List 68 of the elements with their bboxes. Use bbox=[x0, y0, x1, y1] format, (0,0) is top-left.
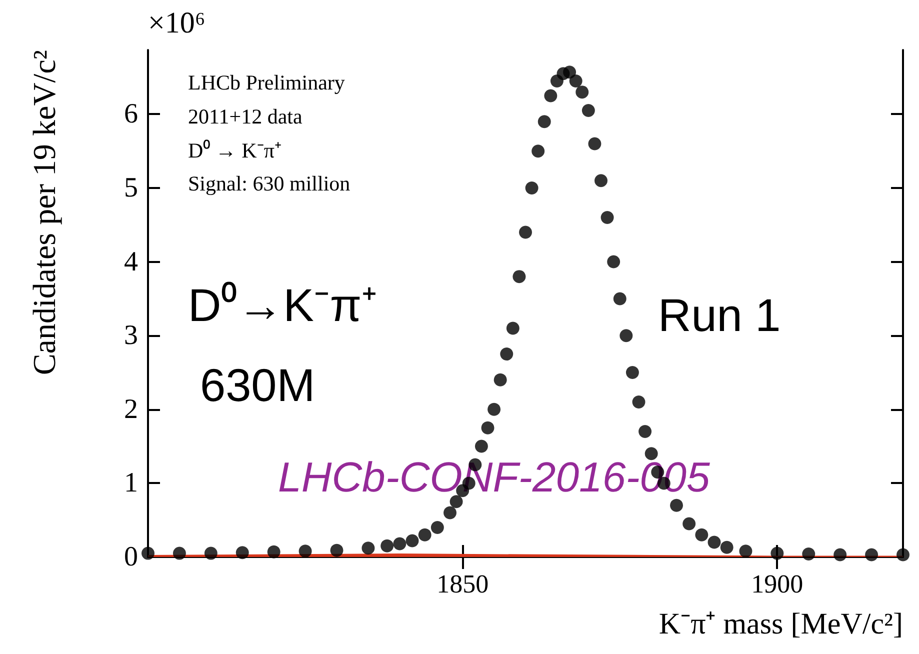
point bbox=[172, 546, 186, 560]
point bbox=[588, 137, 602, 150]
y-tick-label: 4 bbox=[124, 246, 138, 278]
point bbox=[474, 440, 488, 453]
x-tick-label: 1850 bbox=[436, 570, 489, 598]
point bbox=[538, 115, 551, 128]
point bbox=[865, 548, 878, 562]
point bbox=[620, 329, 633, 342]
point bbox=[525, 182, 538, 194]
point bbox=[362, 542, 375, 555]
y-tick-label: 0 bbox=[124, 542, 138, 572]
point bbox=[500, 348, 514, 361]
point bbox=[519, 226, 532, 239]
y-tick-label: 6 bbox=[124, 98, 138, 130]
y-tick-label: 5 bbox=[124, 172, 138, 204]
point bbox=[393, 537, 406, 550]
point bbox=[600, 211, 614, 224]
point bbox=[896, 548, 910, 562]
point bbox=[444, 506, 456, 520]
annotation: Signal: 630 million bbox=[188, 172, 351, 196]
point bbox=[418, 528, 432, 542]
point bbox=[430, 520, 444, 534]
annotation: 2011+12 data bbox=[188, 104, 303, 128]
annotation: LHCb Preliminary bbox=[188, 70, 346, 94]
y-tick-label: 1 bbox=[124, 468, 138, 499]
point bbox=[569, 74, 582, 88]
point bbox=[695, 528, 708, 542]
point bbox=[142, 546, 154, 560]
y-tick-label: 2 bbox=[124, 394, 138, 425]
point bbox=[670, 498, 683, 512]
point bbox=[481, 421, 494, 434]
y-tick-label: 3 bbox=[124, 320, 138, 352]
annotation: Run 1 bbox=[658, 289, 781, 341]
point bbox=[406, 534, 419, 548]
annotation: 630M bbox=[200, 359, 316, 411]
point bbox=[330, 544, 344, 557]
point bbox=[544, 89, 558, 102]
point bbox=[494, 373, 507, 386]
point bbox=[563, 66, 576, 79]
point bbox=[607, 255, 620, 268]
point bbox=[802, 548, 816, 561]
point bbox=[532, 144, 545, 158]
point bbox=[236, 546, 249, 560]
annotation: D⁰→K⁻π⁺ bbox=[188, 279, 378, 331]
point bbox=[204, 546, 218, 560]
annotation: D⁰ → K⁻π⁺ bbox=[188, 138, 282, 162]
point bbox=[582, 104, 595, 118]
x-axis-title: K⁻π⁺ mass [MeV/c²] bbox=[658, 608, 903, 640]
point bbox=[834, 548, 847, 562]
point bbox=[682, 517, 696, 530]
point bbox=[267, 545, 280, 558]
point bbox=[488, 402, 501, 416]
point bbox=[594, 174, 608, 188]
point bbox=[626, 366, 639, 379]
point bbox=[632, 396, 646, 409]
point bbox=[739, 544, 752, 558]
point bbox=[506, 322, 520, 335]
point bbox=[298, 544, 312, 558]
x-tick-label: 1900 bbox=[751, 570, 804, 598]
point bbox=[613, 292, 626, 306]
point bbox=[512, 270, 526, 284]
point bbox=[380, 539, 394, 552]
point bbox=[708, 536, 721, 549]
y-axis-title: Candidates per 19 keV/c² bbox=[26, 50, 62, 376]
point bbox=[638, 425, 652, 438]
point bbox=[576, 86, 589, 99]
point bbox=[720, 540, 734, 554]
text: ×10⁶ bbox=[148, 6, 206, 40]
